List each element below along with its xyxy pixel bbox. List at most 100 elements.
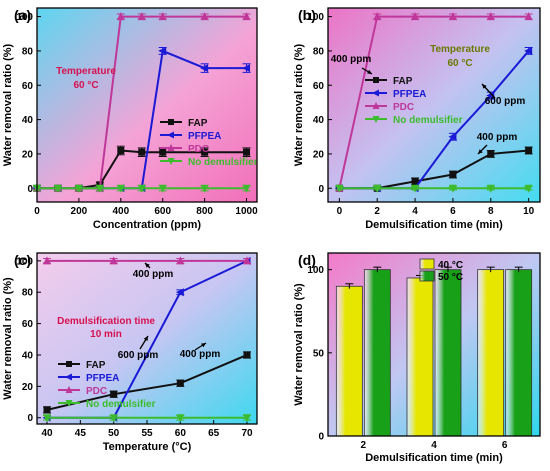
y-tick-label: 100 [307,265,324,276]
legend-label: 50 °C [438,272,463,283]
legend: FAP PFPEA PDC No demulsifier [58,360,156,410]
data-point [487,150,495,158]
data-point [110,390,118,398]
plot-background [328,8,540,202]
x-tick-label: 4 [412,206,418,217]
legend-label: PFPEA [393,89,426,100]
y-tick-label: 0 [318,432,324,443]
x-tick-label: 8 [488,206,494,217]
data-point [243,256,251,265]
annotation: 400 ppm [180,349,221,360]
legend-label: 40 °C [438,260,463,271]
plot-frame [36,7,258,203]
data-point [159,148,167,156]
data-point [176,414,185,423]
data-point [176,379,184,387]
y-tick-label: 50 [313,348,325,359]
panel-label: (d) [298,252,316,268]
plot-background [37,8,257,202]
data-point [65,386,73,393]
y-tick-label: 0 [27,184,33,195]
data-point [43,414,51,423]
data-point [175,288,184,297]
plot-frame [327,252,541,437]
legend-swatch [419,258,435,270]
data-point [167,158,175,165]
data-point [95,184,104,193]
arrow-head [482,84,487,89]
data-point [524,46,533,55]
x-tick-label: 0 [34,206,40,217]
y-axis: 0 20 40 60 80 100 [16,256,41,424]
data-point [449,171,457,179]
y-axis: 0 20 40 60 80 100 [307,12,332,195]
annotation: 10 min [90,329,122,340]
x-tick-label: 200 [71,206,88,217]
data-point [242,184,251,193]
annotation: 600 ppm [118,350,159,361]
x-axis: 0 2 4 6 8 10 [337,198,535,217]
data-point [116,12,125,21]
data-point [167,131,174,139]
data-point [53,184,62,193]
arrow-head [478,149,483,154]
data-point [137,12,146,21]
legend-swatch [419,270,435,282]
data-point [411,177,419,185]
bar [477,269,505,437]
x-tick-label: 70 [241,428,253,439]
x-axis: 0 200 400 600 800 1000 [34,198,258,217]
x-tick-label: 40 [41,428,53,439]
data-point [335,184,344,193]
data-point [168,119,174,125]
plot-frame [327,7,541,203]
data-point [167,144,175,151]
data-point [243,351,251,359]
y-tick-label: 40 [22,350,34,361]
data-point [486,12,495,21]
x-tick-label: 50 [108,428,120,439]
x-tick-label: 45 [75,428,87,439]
x-tick-label: 0 [337,206,343,217]
y-axis-label: Water removal ratio (%) [2,277,14,400]
data-point [372,89,379,97]
series-no-demulsifier [335,184,533,193]
data-point [411,12,420,21]
data-point [448,184,457,193]
data-point [373,184,382,193]
bar [434,269,462,437]
plot-background [328,253,540,436]
x-axis: 2 4 6 [361,440,508,451]
data-point [486,184,495,193]
x-tick-label: 55 [141,428,153,439]
data-point [411,184,420,193]
panel-label: (b) [298,7,316,23]
data-point [158,46,167,55]
annotation: 400 ppm [477,132,518,143]
series-no-demulsifier [43,414,251,423]
data-point [373,77,379,83]
data-point [524,12,533,21]
data-point [74,184,83,193]
y-axis-label: Water removal ratio (%) [293,283,305,406]
legend-label: FAP [188,118,208,129]
data-point [372,116,380,123]
panel-c: 0 20 40 60 80 100 40 45 50 55 60 65 70 Temperature (°… [2,252,258,453]
legend: 40 °C50 °C [419,258,463,283]
annotation: 600 ppm [485,96,526,107]
bar [505,269,533,437]
data-point [158,12,167,21]
legend-label: FAP [393,76,413,87]
series-fap [43,351,251,414]
x-axis-label: Concentration (ppm) [93,219,201,231]
x-tick-label: 65 [208,428,220,439]
data-point [43,256,51,265]
x-axis-label: Temperature (°C) [103,441,192,453]
data-point [201,148,209,156]
x-axis-label: Demulsification time (min) [365,219,503,231]
legend-label: PDC [393,102,414,113]
series-pdc [43,256,251,265]
panel-label: (a) [14,7,31,23]
annotation: Temperature [56,66,116,77]
